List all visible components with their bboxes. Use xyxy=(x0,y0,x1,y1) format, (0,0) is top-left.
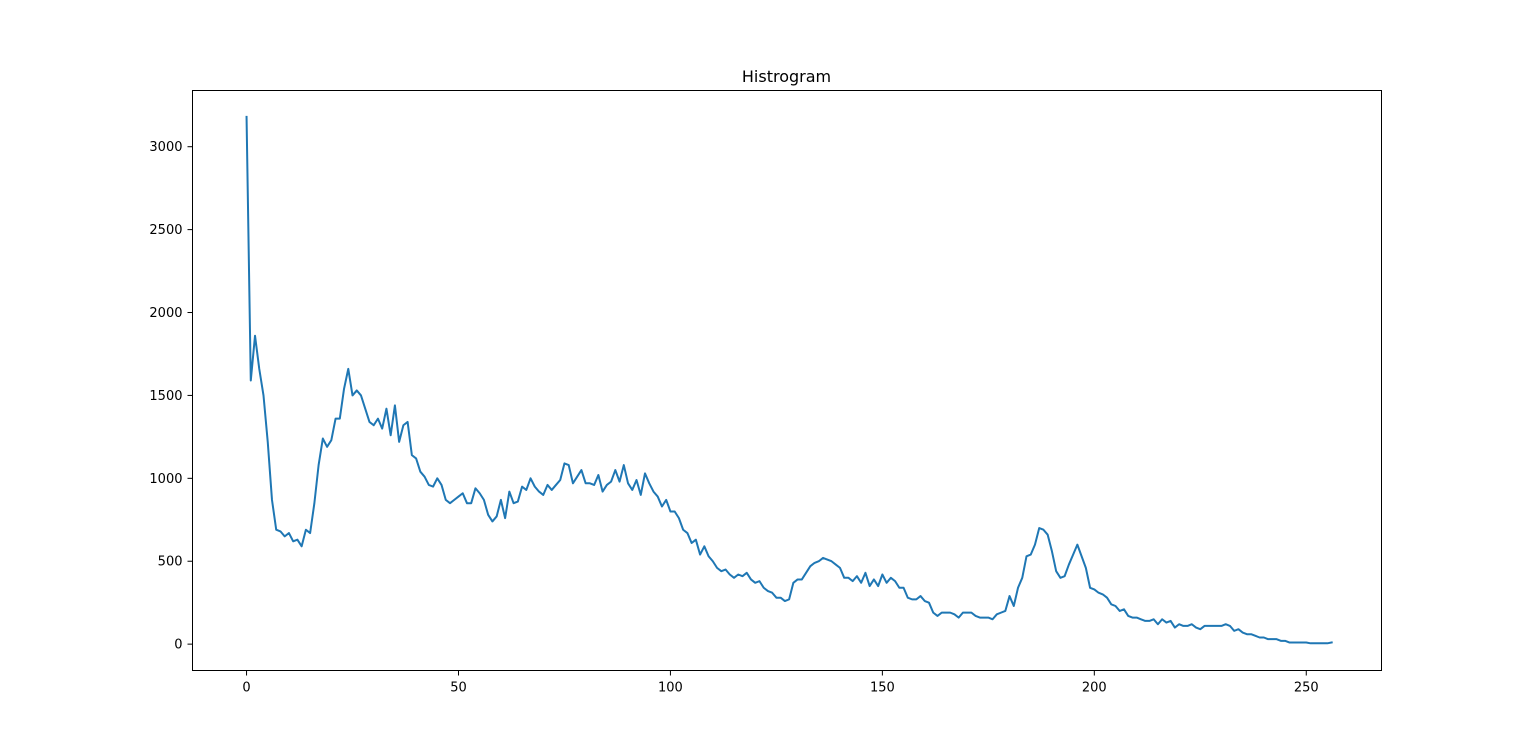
x-tick-label: 150 xyxy=(870,681,895,696)
y-tick-label: 2000 xyxy=(149,306,182,321)
series-line xyxy=(245,115,1333,645)
x-tick-label: 250 xyxy=(1294,681,1319,696)
x-tick-label: 100 xyxy=(658,681,683,696)
chart-title: Histrogram xyxy=(742,67,831,86)
y-axis: 0 500 1000 1500 2000 2500 3000 xyxy=(149,140,193,653)
y-tick-label: 500 xyxy=(158,555,183,570)
y-tick-label: 2500 xyxy=(149,223,182,238)
x-tick-label: 50 xyxy=(450,681,467,696)
plot-area-frame xyxy=(192,90,1382,671)
y-tick-label: 1500 xyxy=(149,389,182,404)
x-tick-label: 200 xyxy=(1082,681,1107,696)
y-tick-label: 0 xyxy=(174,638,182,653)
y-tick-label: 1000 xyxy=(149,472,182,487)
x-tick-label: 0 xyxy=(242,681,250,696)
y-tick-label: 3000 xyxy=(149,140,182,155)
series-layer xyxy=(245,115,1333,645)
x-axis: 0 50 100 150 200 250 xyxy=(242,670,1319,696)
